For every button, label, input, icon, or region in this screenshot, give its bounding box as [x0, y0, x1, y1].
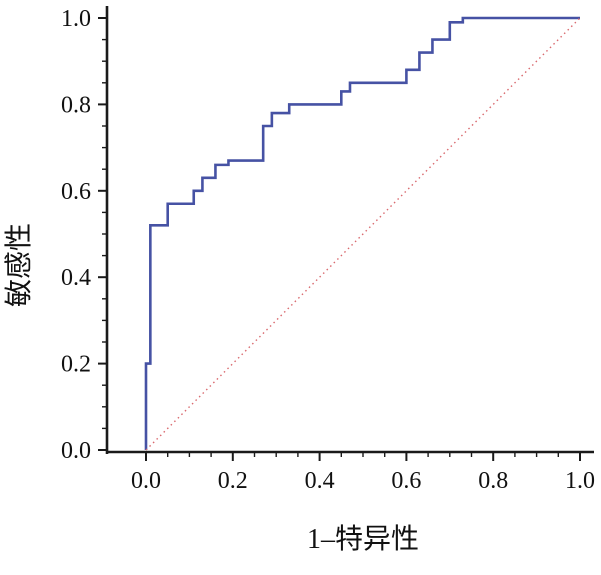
x-tick-label: 1.0	[565, 468, 595, 494]
x-tick-label: 0.2	[218, 468, 248, 494]
y-tick-label: 0.6	[61, 179, 91, 205]
y-axis-label: 敏感性	[3, 223, 35, 307]
x-tick-label: 0.6	[391, 468, 421, 494]
y-tick-label: 0.0	[61, 438, 91, 464]
y-tick-label: 0.4	[61, 265, 91, 291]
x-tick-label: 0.4	[305, 468, 335, 494]
roc-curve-line	[144, 16, 580, 450]
x-tick-label: 0.8	[478, 468, 508, 494]
chance-diagonal-line	[145, 17, 581, 451]
plot-area: 0.0 0.0 0.2 0.2 0.4 0.4 0.6 0.6 0.8 0.8 1.0 1.0	[61, 6, 595, 494]
y-tick-label: 0.8	[61, 92, 91, 118]
x-axis-label: 1–特异性	[307, 523, 419, 555]
y-tick-label: 1.0	[61, 6, 91, 32]
x-tick-label: 0.0	[131, 468, 161, 494]
y-tick-label: 0.2	[61, 352, 91, 378]
